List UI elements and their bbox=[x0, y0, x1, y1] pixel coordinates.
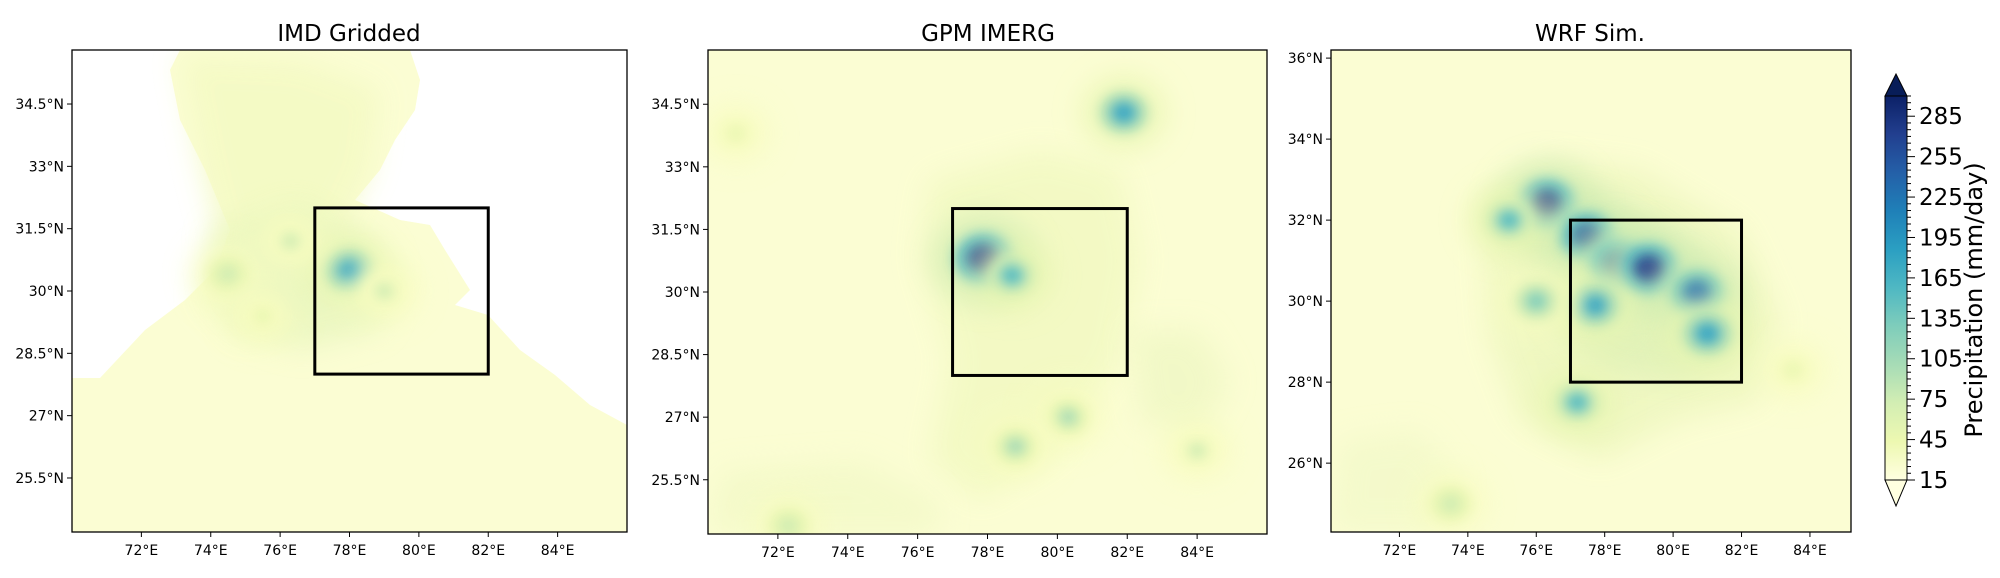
x-tick-label: 84°E bbox=[1180, 545, 1214, 561]
colorbar-label: Precipitation (mm/day) bbox=[1960, 162, 1988, 437]
colorbar: 15 45 75 105 135 165 195 225 255 285 Precipitatio… bbox=[1884, 72, 1988, 508]
precip-cell bbox=[1111, 101, 1137, 124]
precip-cell bbox=[374, 282, 394, 300]
study-region-box bbox=[1568, 218, 1744, 384]
colorbar-extend-max bbox=[1884, 72, 1908, 97]
y-tick-label: 34°N bbox=[1288, 132, 1323, 148]
x-tick-label: 78°E bbox=[971, 545, 1005, 561]
colorbar-extend-min bbox=[1884, 479, 1908, 508]
precip-field bbox=[190, 210, 420, 346]
x-tick-label: 76°E bbox=[901, 545, 935, 561]
precip-cell bbox=[778, 516, 799, 534]
x-tick-label: 78°E bbox=[1588, 543, 1622, 559]
x-tick-label: 80°E bbox=[1656, 543, 1690, 559]
x-tick-label: 78°E bbox=[333, 543, 367, 559]
y-tick-label: 25.5°N bbox=[15, 471, 64, 487]
colorbar-tick-label: 105 bbox=[1919, 347, 1963, 373]
precip-cell bbox=[1440, 494, 1461, 513]
y-tick-label: 30°N bbox=[1288, 294, 1323, 310]
y-tick-label: 28.5°N bbox=[651, 348, 700, 364]
panel-title: IMD Gridded bbox=[277, 21, 420, 47]
colorbar-tick-label: 285 bbox=[1919, 104, 1963, 130]
axes-ticks: 72°E 74°E 76°E 78°E 80°E 82°E 84°E 26°N 28°N 30°N… bbox=[1288, 51, 1827, 559]
x-tick-label: 82°E bbox=[1110, 545, 1144, 561]
y-tick-label: 34.5°N bbox=[651, 97, 700, 113]
panel-title: WRF Sim. bbox=[1535, 21, 1645, 47]
y-tick-label: 25.5°N bbox=[651, 473, 700, 489]
study-region-box bbox=[951, 207, 1129, 377]
y-tick-label: 27°N bbox=[665, 410, 700, 426]
y-tick-label: 28.5°N bbox=[15, 346, 64, 362]
x-tick-label: 76°E bbox=[1519, 543, 1553, 559]
y-tick-label: 34.5°N bbox=[15, 97, 64, 113]
precip-cell bbox=[1000, 265, 1024, 286]
panel-gpm: GPM IMERG 72°E 74°E 76°E 78°E 80°E 82°E 84°E 25… bbox=[651, 21, 1268, 561]
y-tick-label: 30°N bbox=[29, 284, 64, 300]
colorbar-tick-label: 75 bbox=[1919, 387, 1948, 413]
y-tick-label: 26°N bbox=[1288, 456, 1323, 472]
panel-wrf: WRF Sim. 72°E 74°E 76°E 78°E 80°E 82°E 84°E 26°… bbox=[1288, 21, 1852, 559]
x-tick-label: 82°E bbox=[1725, 543, 1759, 559]
x-tick-label: 84°E bbox=[541, 543, 575, 559]
x-tick-label: 72°E bbox=[125, 543, 159, 559]
x-tick-label: 84°E bbox=[1793, 543, 1827, 559]
precip-cell bbox=[1004, 437, 1027, 456]
colorbar-tick-label: 135 bbox=[1919, 306, 1963, 332]
axes-ticks: 72°E 74°E 76°E 78°E 80°E 82°E 84°E 25.5°N 27°N 28… bbox=[15, 97, 574, 559]
y-tick-label: 33°N bbox=[29, 159, 64, 175]
x-tick-label: 80°E bbox=[402, 543, 436, 559]
colorbar-tick-label: 255 bbox=[1919, 145, 1963, 171]
x-tick-label: 74°E bbox=[1451, 543, 1485, 559]
panel-imd: IMD Gridded 72°E 74°E 76°E 78°E 80°E 82°E 84°E… bbox=[15, 21, 628, 559]
y-tick-label: 27°N bbox=[29, 409, 64, 425]
precip-cell bbox=[1565, 392, 1590, 413]
y-tick-label: 30°N bbox=[665, 285, 700, 301]
panel-title: GPM IMERG bbox=[921, 21, 1055, 47]
y-tick-label: 28°N bbox=[1288, 375, 1323, 391]
axes-ticks: 72°E 74°E 76°E 78°E 80°E 82°E 84°E 25.5°N 27°N 28… bbox=[651, 97, 1214, 561]
y-tick-label: 31.5°N bbox=[651, 222, 700, 238]
y-tick-label: 32°N bbox=[1288, 213, 1323, 229]
x-tick-label: 74°E bbox=[831, 545, 865, 561]
y-tick-label: 31.5°N bbox=[15, 222, 64, 238]
colorbar-tick-label: 195 bbox=[1919, 225, 1963, 251]
precip-cell bbox=[253, 308, 272, 324]
precip-field bbox=[708, 75, 1233, 534]
x-tick-label: 82°E bbox=[471, 543, 505, 559]
precip-field bbox=[1413, 160, 1827, 532]
precip-cell bbox=[1187, 442, 1207, 459]
colorbar-tick-label: 15 bbox=[1919, 468, 1948, 494]
x-tick-label: 72°E bbox=[1383, 543, 1417, 559]
y-tick-label: 33°N bbox=[665, 160, 700, 176]
precip-cell bbox=[1497, 209, 1521, 231]
precip-cell bbox=[1057, 408, 1079, 427]
precip-cell bbox=[1582, 294, 1607, 316]
precip-cell bbox=[727, 125, 745, 142]
x-tick-label: 72°E bbox=[761, 545, 795, 561]
x-tick-label: 74°E bbox=[194, 543, 228, 559]
precip-cell bbox=[281, 233, 300, 250]
precip-cell bbox=[1784, 362, 1802, 378]
precip-cell bbox=[1525, 291, 1548, 311]
colorbar-tick-label: 165 bbox=[1919, 266, 1963, 292]
precip-cell bbox=[1694, 322, 1721, 345]
x-tick-label: 80°E bbox=[1041, 545, 1075, 561]
y-tick-label: 36°N bbox=[1288, 51, 1323, 67]
colorbar-tick-label: 45 bbox=[1919, 428, 1948, 454]
x-tick-label: 76°E bbox=[263, 543, 297, 559]
colorbar-gradient bbox=[1884, 95, 1908, 481]
precip-cell bbox=[218, 265, 239, 284]
colorbar-tick-label: 225 bbox=[1919, 185, 1963, 211]
study-region-box bbox=[313, 206, 490, 376]
